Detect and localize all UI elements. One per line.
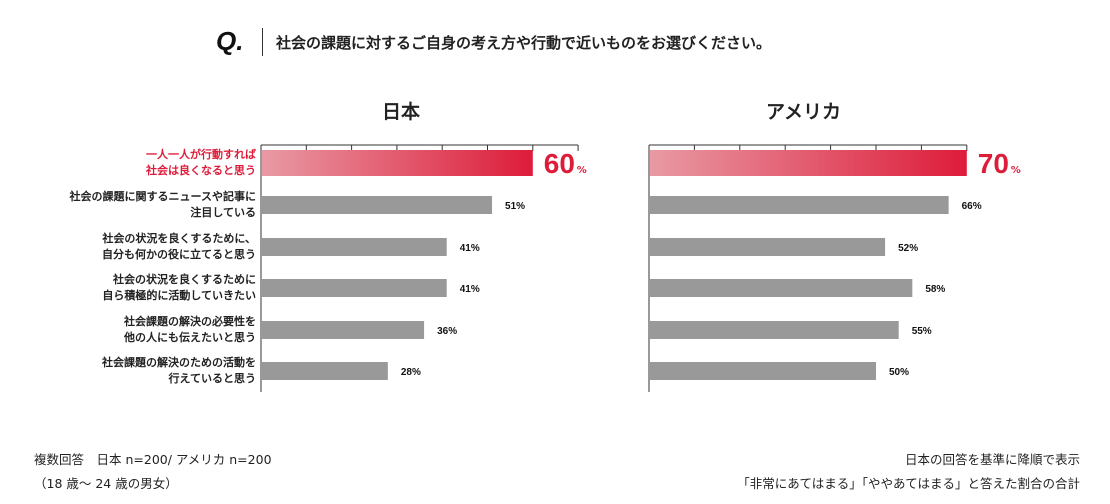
value-label: 60 — [544, 148, 575, 179]
bar — [650, 362, 876, 380]
japan-title: 日本 — [382, 101, 421, 123]
value-label: 41% — [460, 243, 480, 254]
bar — [262, 150, 533, 176]
bar — [650, 196, 949, 214]
value-label: 66% — [962, 201, 982, 212]
bar — [650, 321, 899, 339]
value-label: 50% — [889, 367, 909, 378]
question-text: 社会の課題に対するご自身の考え方や行動で近いものをお選びください。 — [276, 34, 772, 52]
bar — [262, 279, 447, 297]
category-label: 社会の状況を良くするために、 自分も何かの役に立てると思う — [102, 232, 256, 261]
value-label: 70 — [978, 148, 1009, 179]
footer-sum-note: 「非常にあてはまる」「ややあてはまる」と答えた割合の合計 — [737, 476, 1080, 491]
value-label: 51% — [505, 201, 525, 212]
value-label: 52% — [898, 243, 918, 254]
bar — [262, 238, 447, 256]
usa-title: アメリカ — [766, 101, 842, 123]
value-label: 41% — [460, 284, 480, 295]
footer-sort-note: 日本の回答を基準に降順で表示 — [904, 452, 1080, 467]
footer-age: （18 歳〜 24 歳の男女） — [34, 476, 178, 491]
value-label: 28% — [401, 367, 421, 378]
value-label: 58% — [925, 284, 945, 295]
bar — [262, 362, 388, 380]
bar — [650, 150, 967, 176]
category-label: 社会の課題に関するニュースや記事に 注目している — [69, 190, 256, 219]
divider — [262, 28, 263, 56]
footer-sample: 複数回答 日本 n=200/ アメリカ n=200 — [34, 452, 272, 467]
category-label: 社会の状況を良くするために 自ら積極的に活動していきたい — [102, 273, 256, 302]
category-label: 社会課題の解決のための活動を 行えていると思う — [102, 356, 256, 385]
category-label: 一人一人が行動すれば 社会は良くなると思う — [146, 148, 256, 177]
question-mark: Q. — [216, 26, 244, 56]
category-label: 社会課題の解決の必要性を 他の人にも伝えたいと思う — [124, 315, 256, 344]
value-label: 36% — [437, 326, 457, 337]
value-unit: % — [1011, 165, 1021, 176]
bar — [262, 321, 425, 339]
bar — [650, 279, 913, 297]
value-unit: % — [577, 165, 587, 176]
bar — [650, 238, 886, 256]
bar — [262, 196, 493, 214]
value-label: 55% — [912, 326, 932, 337]
